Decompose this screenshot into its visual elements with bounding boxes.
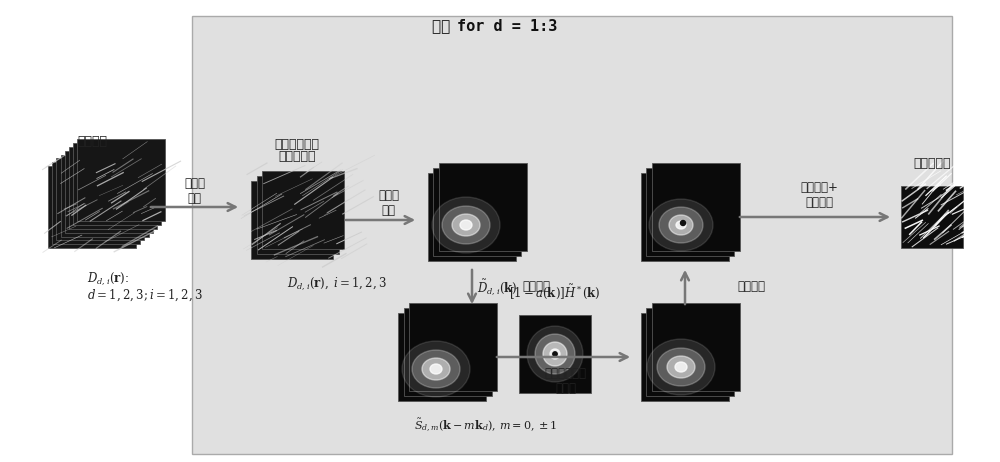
FancyBboxPatch shape [256,176,338,254]
FancyBboxPatch shape [61,155,149,237]
Text: 重复: 重复 [432,19,455,34]
Text: $\tilde{S}_{d,m}(\mathbf{k}-m\mathbf{k}_d),\,m=0,\pm1$: $\tilde{S}_{d,m}(\mathbf{k}-m\mathbf{k}_… [414,417,557,434]
FancyBboxPatch shape [398,313,486,401]
Text: $D_{d,i}(\mathbf{r})$:: $D_{d,i}(\mathbf{r})$: [87,270,129,286]
Ellipse shape [527,326,583,382]
FancyBboxPatch shape [519,315,591,393]
Text: 频谱分离: 频谱分离 [522,280,550,293]
Ellipse shape [452,214,480,236]
Ellipse shape [430,364,442,374]
FancyBboxPatch shape [652,164,740,251]
FancyBboxPatch shape [73,143,161,225]
Text: 的原始图像: 的原始图像 [278,150,316,163]
FancyBboxPatch shape [77,140,165,221]
FancyBboxPatch shape [69,147,157,229]
Text: 频谱拼接+
维纳滤波: 频谱拼接+ 维纳滤波 [800,181,838,209]
Ellipse shape [667,356,695,378]
FancyBboxPatch shape [52,162,140,244]
FancyBboxPatch shape [262,171,344,249]
Circle shape [553,352,557,356]
FancyBboxPatch shape [641,173,729,261]
FancyBboxPatch shape [901,186,963,248]
Ellipse shape [676,221,686,229]
Text: 频谱补偿与频
谱衰减: 频谱补偿与频 谱衰减 [544,367,586,395]
FancyBboxPatch shape [56,158,144,240]
Text: 超分辨图像: 超分辨图像 [913,157,951,170]
Ellipse shape [535,334,575,374]
Text: $\tilde{D}_{d,i}(\mathbf{k})$: $\tilde{D}_{d,i}(\mathbf{k})$ [477,277,518,296]
Text: $d=1,2,3;i=1,2,3$: $d=1,2,3;i=1,2,3$ [87,288,203,304]
Text: 单一条纹方向: 单一条纹方向 [274,138,320,151]
FancyBboxPatch shape [251,181,333,259]
FancyBboxPatch shape [428,173,516,261]
Ellipse shape [442,206,490,244]
FancyBboxPatch shape [192,16,952,454]
Ellipse shape [432,197,500,253]
FancyBboxPatch shape [404,308,492,396]
Text: $D_{d,i}(\mathbf{r}),\;i=1,2,3$: $D_{d,i}(\mathbf{r}),\;i=1,2,3$ [287,275,387,291]
FancyBboxPatch shape [439,164,527,251]
FancyBboxPatch shape [641,313,729,401]
Ellipse shape [412,350,460,388]
Text: 原始图像: 原始图像 [77,135,107,148]
Ellipse shape [657,348,705,386]
Ellipse shape [675,362,687,372]
Ellipse shape [647,339,715,395]
FancyBboxPatch shape [48,166,136,248]
FancyBboxPatch shape [409,304,497,391]
Circle shape [680,220,686,225]
Text: 傅里叶
变换: 傅里叶 变换 [378,189,399,217]
Text: $[1-a(\mathbf{k})]\tilde{H}^*(\mathbf{k})$: $[1-a(\mathbf{k})]\tilde{H}^*(\mathbf{k}… [509,283,601,301]
Ellipse shape [402,341,470,397]
FancyBboxPatch shape [646,168,734,256]
Text: 频率域
重建: 频率域 重建 [184,177,205,205]
Ellipse shape [550,349,560,359]
FancyBboxPatch shape [65,151,153,233]
Ellipse shape [543,342,567,366]
Ellipse shape [460,220,472,230]
FancyBboxPatch shape [433,168,521,256]
FancyBboxPatch shape [646,308,734,396]
FancyBboxPatch shape [652,304,740,391]
Text: for d = 1:3: for d = 1:3 [457,19,557,34]
Ellipse shape [649,199,713,251]
Text: 频谱移动: 频谱移动 [737,280,765,293]
Ellipse shape [659,207,703,243]
Ellipse shape [422,358,450,380]
Ellipse shape [669,215,693,235]
